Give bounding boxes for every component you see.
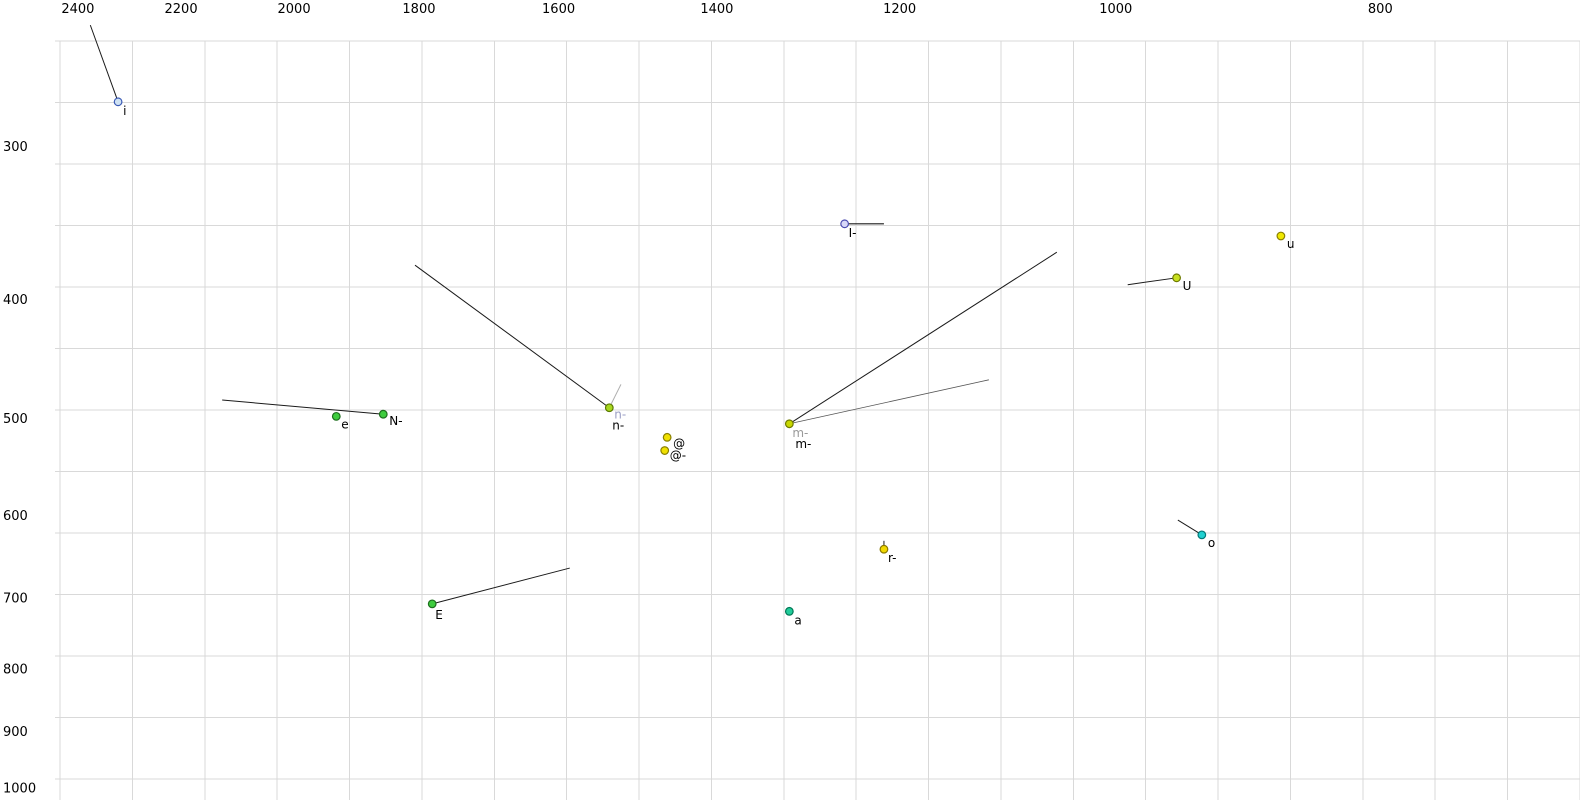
data-point-a[interactable] — [784, 606, 794, 616]
x-axis-tick-label: 800 — [1368, 2, 1393, 17]
data-point-i[interactable] — [113, 97, 123, 107]
point-label-n-: n- — [612, 419, 624, 433]
data-point-n-[interactable] — [604, 403, 614, 413]
point-label-E: E — [435, 608, 443, 622]
x-axis-tick-label: 2000 — [278, 2, 311, 17]
formant-trace-line — [222, 399, 384, 415]
formant-trace-line — [1127, 277, 1177, 286]
data-point-r-[interactable] — [879, 544, 889, 554]
point-label-m-: m- — [792, 426, 808, 440]
point-label-o: o — [1208, 536, 1215, 550]
point-label-a: a — [794, 613, 801, 627]
data-point-E[interactable] — [427, 599, 437, 609]
point-label-I-: I- — [849, 226, 857, 240]
y-axis-tick-label: 800 — [3, 662, 28, 677]
point-label-U: U — [1183, 279, 1192, 293]
formant-trace-line — [1177, 519, 1203, 536]
y-axis-tick-label: 500 — [3, 412, 28, 427]
formant-trace-line — [432, 567, 570, 605]
data-point-e[interactable] — [331, 411, 341, 421]
formant-trace-line — [789, 251, 1058, 425]
point-label-r-: r- — [888, 551, 897, 565]
data-point-@[interactable] — [662, 432, 672, 442]
y-axis-tick-label: 1000 — [3, 781, 36, 796]
data-point-o[interactable] — [1197, 530, 1207, 540]
point-label-m-: m- — [795, 437, 811, 451]
x-axis-tick-label: 1400 — [700, 2, 733, 17]
data-point-m-[interactable] — [784, 419, 794, 429]
x-axis-tick-label: 1200 — [883, 2, 916, 17]
point-label-@: @ — [673, 436, 685, 450]
point-label-u: u — [1287, 237, 1295, 251]
data-point-I-[interactable] — [840, 219, 850, 229]
y-axis-tick-label: 600 — [3, 509, 28, 524]
y-axis-tick-label: 700 — [3, 591, 28, 606]
data-point-u[interactable] — [1276, 231, 1286, 241]
data-point-N-[interactable] — [378, 409, 388, 419]
data-point-U[interactable] — [1172, 273, 1182, 283]
formant-trace-line — [414, 264, 610, 409]
y-axis-tick-label: 900 — [3, 725, 28, 740]
point-label-n-: n- — [614, 408, 626, 422]
formant-trace-line — [789, 379, 989, 425]
point-label-N-: N- — [389, 414, 402, 428]
y-axis-tick-label: 400 — [3, 293, 28, 308]
x-axis-tick-label: 1600 — [542, 2, 575, 17]
formant-trace-line — [89, 24, 119, 102]
point-label-e: e — [341, 417, 348, 431]
y-axis-tick-label: 300 — [3, 140, 28, 155]
point-label-@-: @- — [670, 449, 686, 463]
point-label-i: i — [123, 104, 126, 118]
x-axis-tick-label: 2200 — [165, 2, 198, 17]
x-axis-tick-label: 2400 — [61, 2, 94, 17]
data-point-@-[interactable] — [660, 446, 670, 455]
x-axis-tick-label: 1800 — [402, 2, 435, 17]
x-axis-tick-label: 1000 — [1099, 2, 1132, 17]
